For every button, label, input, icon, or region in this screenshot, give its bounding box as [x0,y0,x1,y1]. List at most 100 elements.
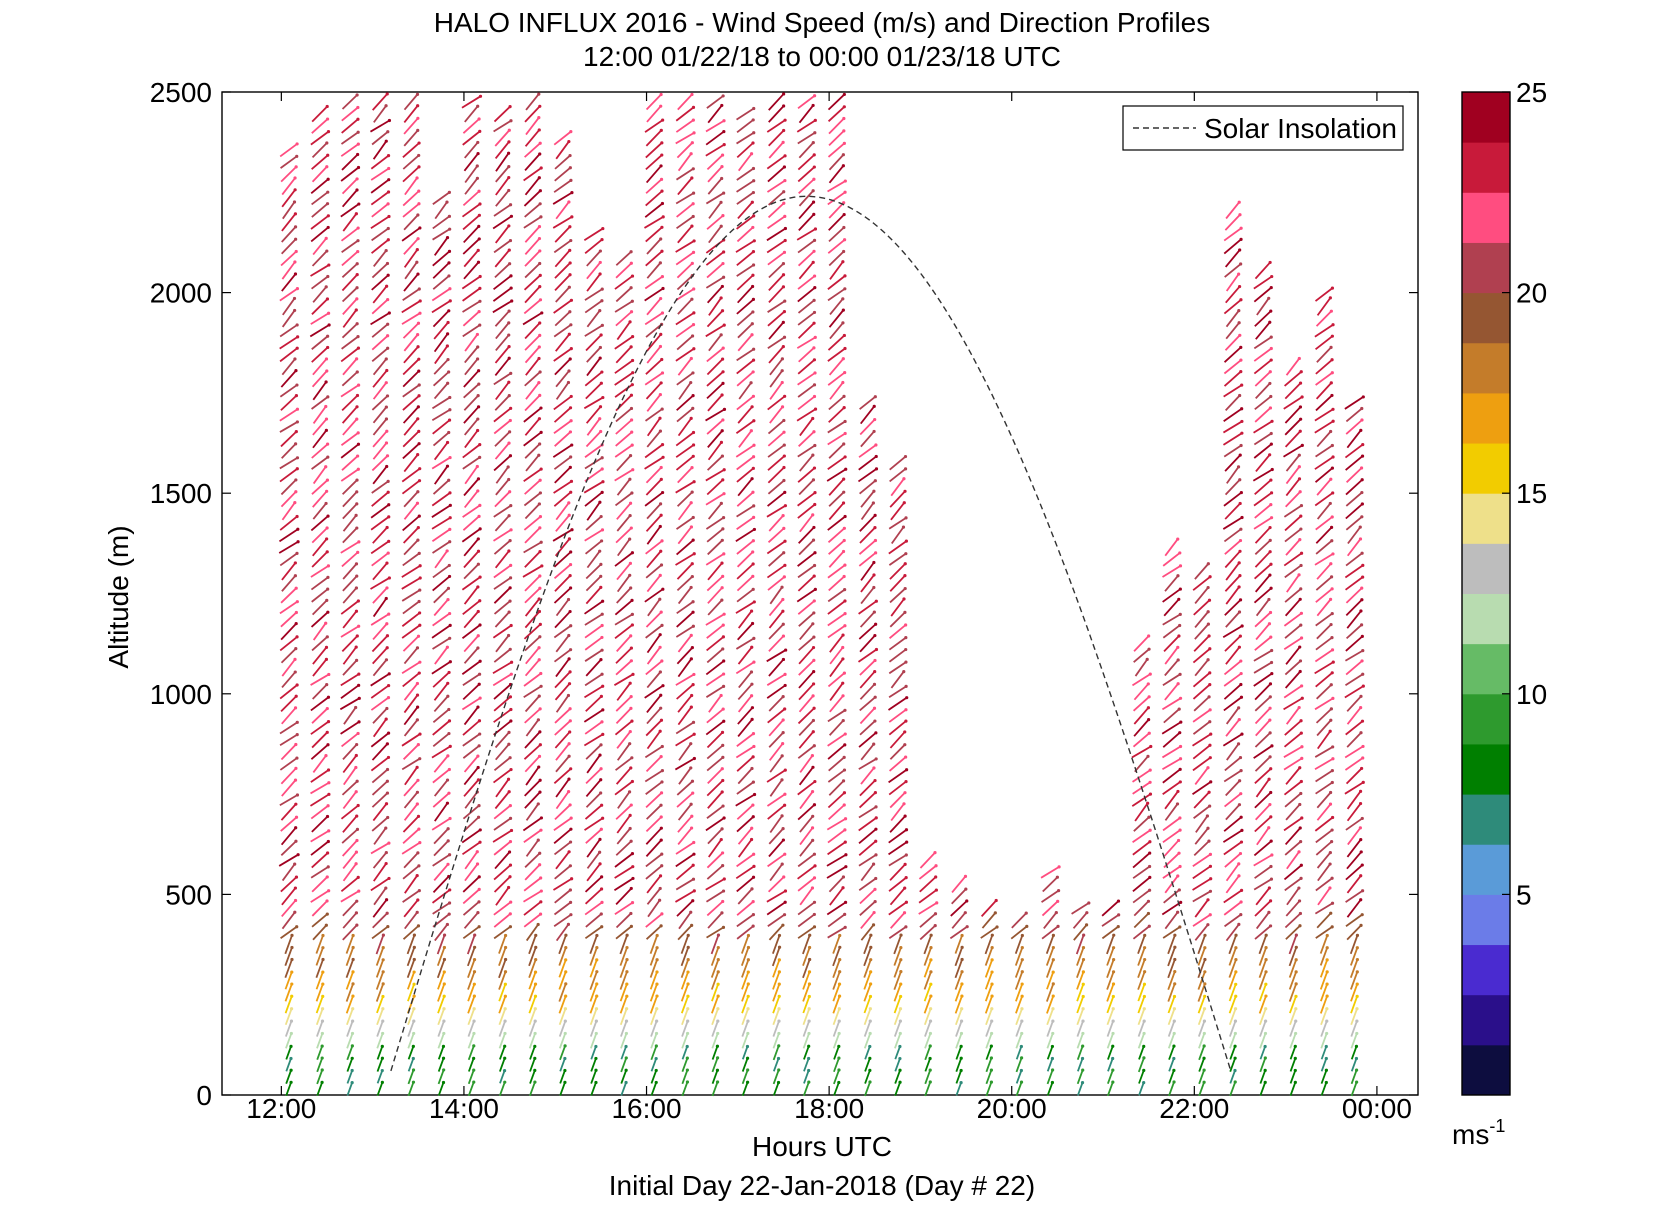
wind-arrow [645,190,663,207]
wind-arrow-head [478,455,482,459]
wind-arrow-head [1360,406,1364,411]
wind-arrow-head [1111,946,1116,950]
wind-arrow [310,866,329,879]
wind-arrow-head [325,635,329,639]
wind-arrow [616,454,632,472]
wind-arrow-head [838,970,842,974]
wind-arrow [1254,696,1271,712]
wind-arrow [1015,1046,1023,1060]
wind-arrow-head [598,356,602,360]
wind-arrow-head [1269,839,1273,843]
wind-arrow-head [1329,309,1333,313]
wind-arrow [1225,310,1240,328]
wind-arrow [1255,887,1271,906]
wind-arrow [767,310,785,327]
wind-arrow-head [509,274,513,278]
wind-arrow-head [1051,994,1055,998]
wind-arrow [888,685,907,698]
wind-arrow-head [447,249,452,253]
wind-arrow-head [568,609,572,614]
wind-arrow-head [325,165,329,169]
wind-arrow [615,757,633,771]
wind-arrow [738,382,752,400]
wind-arrow-head [416,116,420,120]
wind-arrow-head [381,1007,385,1011]
wind-arrow-head [628,561,633,565]
wind-arrow [706,358,724,376]
wind-arrow-head [538,141,542,145]
wind-arrow [737,478,753,497]
wind-arrow-head [689,356,693,361]
wind-arrow-head [660,357,664,362]
wind-arrow-head [746,958,750,962]
wind-arrow-head [1299,719,1303,723]
wind-arrow [1223,528,1242,543]
wind-arrow-head [959,1044,963,1048]
wind-arrow [525,923,539,942]
wind-arrow [707,828,723,845]
wind-arrow-head [386,130,390,134]
wind-arrow [553,456,572,470]
wind-arrow-head [1054,910,1058,915]
wind-arrow [1350,1020,1358,1037]
wind-arrow [316,1082,323,1096]
wind-arrow [711,1081,719,1097]
wind-arrow [706,382,724,400]
wind-arrow-head [295,600,299,604]
wind-arrow [372,647,388,665]
wind-arrow-head [599,767,603,771]
wind-arrow-head [1360,863,1364,867]
wind-arrow-head [447,901,452,905]
wind-arrow-head [326,695,331,699]
wind-arrow [828,478,845,496]
wind-arrow-head [1051,1007,1055,1011]
wind-arrow [523,672,542,687]
wind-arrow-head [690,814,694,818]
wind-arrow [433,587,450,604]
wind-arrow [371,768,389,784]
wind-arrow [1320,1082,1328,1096]
wind-arrow [1076,983,1085,1002]
wind-arrow-head [290,994,294,998]
wind-arrow [281,779,297,797]
wind-arrow [645,816,662,833]
wind-arrow-head [751,166,756,171]
wind-arrow-head [1176,874,1180,878]
wind-arrow [280,647,297,664]
wind-arrow [316,1020,324,1037]
wind-arrow [1346,803,1362,822]
wind-arrow-head [417,141,421,145]
wind-arrow-head [446,586,451,590]
wind-arrow-head [446,694,450,698]
wind-arrow [646,634,661,654]
wind-arrow [1258,959,1267,978]
wind-arrow-head [904,755,908,759]
wind-arrow-head [1355,946,1359,950]
wind-arrow [524,262,541,279]
wind-arrow [372,430,388,448]
wind-arrow [675,841,695,855]
wind-arrow-head [842,225,846,230]
wind-arrow [524,479,541,495]
wind-arrow [1132,732,1150,748]
wind-arrow-head [1269,503,1273,507]
wind-arrow [736,853,755,868]
wind-arrow [494,357,510,376]
wind-arrow-head [564,970,568,974]
wind-arrow-head [1329,718,1333,722]
wind-arrow-head [989,1080,994,1084]
wind-arrow-head [843,287,847,291]
wind-arrow-head [476,104,480,108]
wind-arrow-head [324,428,329,432]
wind-arrow [615,251,632,266]
wind-arrow-head [782,551,786,555]
wind-arrow-head [294,875,299,879]
wind-arrow [1283,757,1303,771]
wind-arrow-head [721,94,725,98]
wind-arrow-head [751,587,755,591]
wind-arrow [827,106,845,122]
wind-arrow [768,827,784,845]
wind-arrow [340,443,360,459]
wind-arrow [461,697,481,711]
wind-arrow [650,1020,658,1037]
